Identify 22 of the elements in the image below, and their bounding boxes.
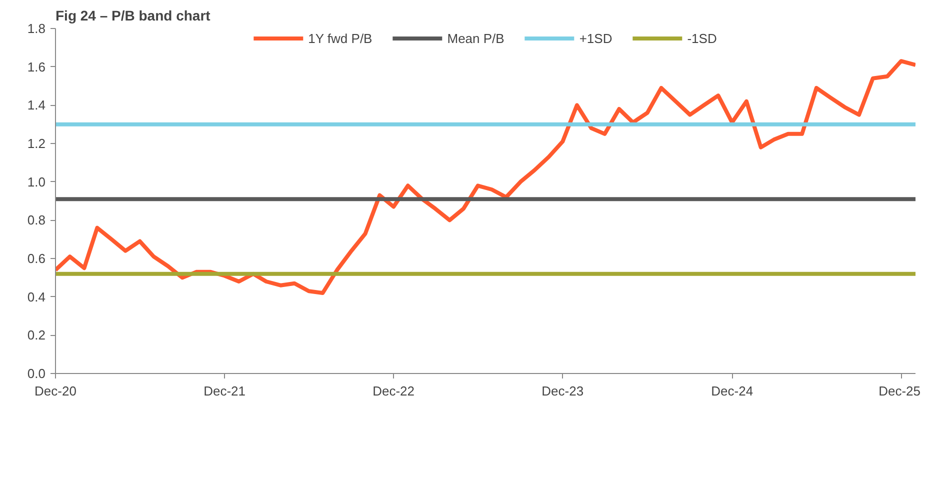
y-tick-label: 1.6 [27, 59, 46, 74]
y-tick-label: 1.4 [27, 98, 46, 113]
line-series [56, 59, 916, 295]
x-tick-label: Dec-24 [711, 384, 754, 398]
y-tick-label: 1.0 [27, 174, 46, 190]
legend-label: -1SD [687, 30, 717, 46]
x-tick-label: Dec-21 [204, 384, 246, 398]
x-tick-label: Dec-22 [372, 384, 415, 398]
y-tick-label: 0.8 [27, 212, 46, 228]
y-tick-label: 0.4 [27, 289, 46, 304]
legend-label: Mean P/B [447, 30, 504, 46]
x-tick-label: Dec-25 [878, 384, 921, 398]
y-tick-label: 0.6 [27, 251, 46, 266]
legend-label: 1Y fwd P/B [308, 30, 372, 46]
y-tick-label: 1.2 [27, 136, 46, 151]
legend-label: +1SD [579, 30, 612, 46]
y-tick-label: 1.8 [27, 21, 46, 36]
chart-title: Fig 24 – P/B band chart [56, 8, 211, 24]
y-tick-label: 0.0 [27, 366, 46, 381]
y-tick-label: 0.2 [27, 328, 46, 343]
x-tick-label: Dec-20 [34, 384, 76, 398]
x-tick-label: Dec-23 [542, 384, 584, 398]
